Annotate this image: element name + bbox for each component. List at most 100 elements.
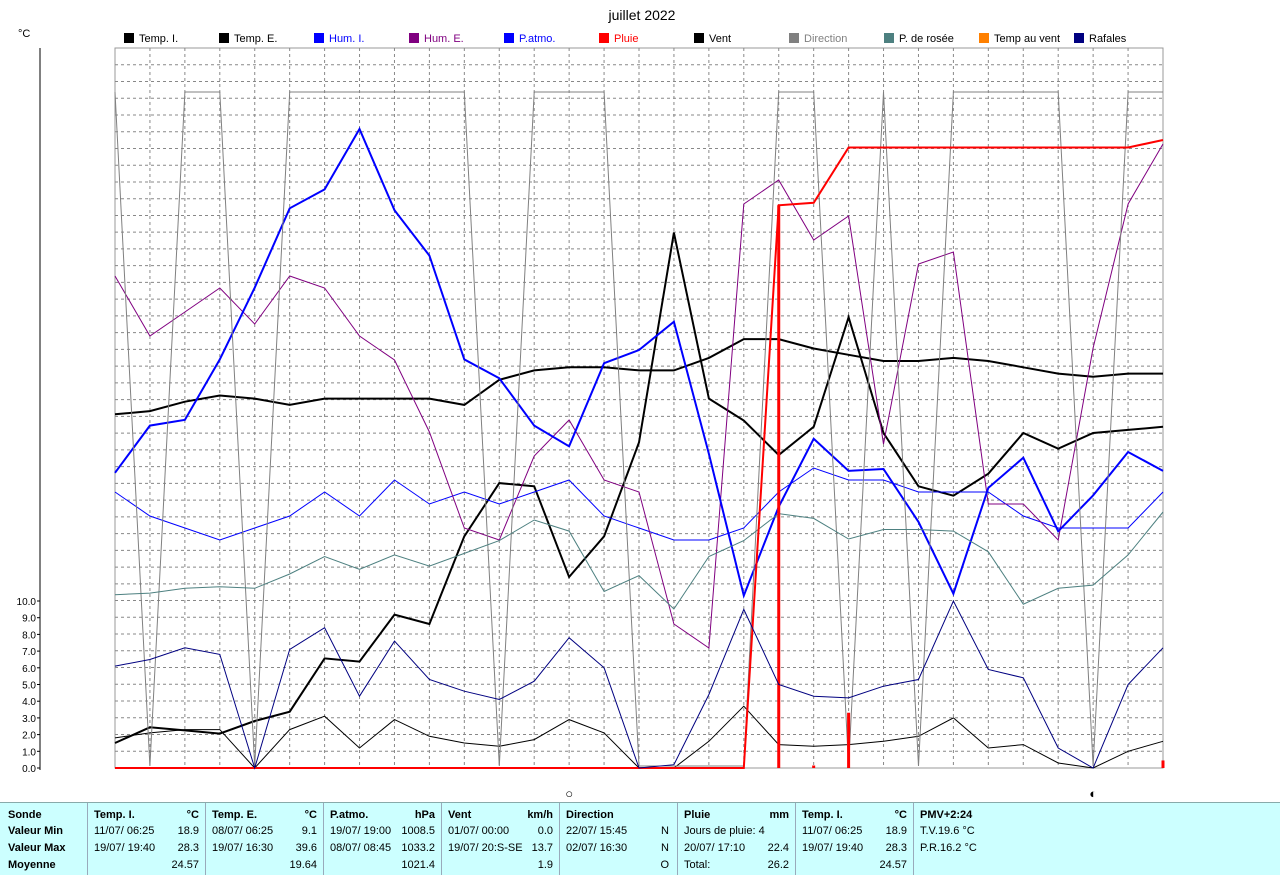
legend-label: Pluie: [614, 33, 638, 45]
stats-vent-max-date: 19/07/ 20:S-SE: [448, 842, 523, 854]
stats-temp-i2-max-val: 28.3: [885, 842, 907, 854]
series-layer: [114, 91, 1165, 770]
stats-direction-min-date: 22/07/ 15:45: [566, 825, 628, 837]
stats-direction-title: Direction: [566, 809, 614, 821]
stats-temp-e-unit: °C: [304, 809, 317, 821]
legend-swatch: [504, 33, 514, 43]
series-line-hum-i-: [114, 467, 1164, 541]
y-tick-label: 4.0: [22, 697, 36, 708]
stats-pluie-title: Pluie: [684, 809, 711, 821]
legend-swatch: [694, 33, 704, 43]
stats-vent-max-val: 13.7: [531, 842, 553, 854]
stats-pluie-total-label: Total:: [684, 859, 711, 871]
legend-swatch: [124, 33, 134, 43]
stats-vent-avg: 1.9: [537, 859, 553, 871]
series-line-p-atmo-: [114, 126, 1164, 599]
stats-patmo-unit: hPa: [414, 809, 435, 821]
stats-temp-i2-max-date: 19/07/ 19:40: [802, 842, 864, 854]
grid: [114, 47, 1164, 769]
moon-phase-icon: ◐: [1089, 786, 1097, 801]
stats-temp-i-2: Temp. I. °C 11/07/ 06:25 18.9 19/07/ 19:…: [796, 803, 914, 875]
legend-label: Rafales: [1089, 33, 1127, 45]
legend-swatch: [979, 33, 989, 43]
stats-temp-e-avg: 19.64: [289, 859, 317, 871]
moon-phases: ○ ◐: [565, 786, 1097, 801]
legend-label: P. de rosée: [899, 33, 954, 45]
legend-label: Direction: [804, 33, 847, 45]
legend-swatch: [314, 33, 324, 43]
stats-pluie-rain-days: Jours de pluie: 4: [684, 825, 765, 837]
stats-patmo-title: P.atmo.: [330, 809, 369, 821]
stats-vent-min-val: 0.0: [537, 825, 553, 837]
stats-pluie-unit: mm: [769, 809, 789, 821]
stats-temp-i: Temp. I. °C 11/07/ 06:25 18.9 19/07/ 19:…: [88, 803, 206, 875]
y-tick-label: 0.0: [22, 764, 36, 775]
series-line-direction: [114, 91, 1163, 767]
stats-vent-min-date: 01/07/ 00:00: [448, 825, 510, 837]
stats-pluie-max-val: 22.4: [767, 842, 789, 854]
y-tick-label: 9.0: [22, 614, 36, 625]
series-line-temp-e-: [114, 232, 1164, 744]
stats-temp-e-max-val: 39.6: [295, 842, 317, 854]
moon-phase-icon: ○: [565, 786, 573, 801]
stats-pluie-total-val: 26.2: [767, 859, 789, 871]
y-tick-label: 5.0: [22, 681, 36, 692]
stats-pmv-tv: T.V.19.6 °C: [920, 825, 975, 837]
series-line-p-de-ros-e: [114, 511, 1164, 610]
stats-temp-i2-min-val: 18.9: [885, 825, 907, 837]
stats-direction-max-val: N: [661, 842, 669, 854]
stats-temp-e-max-date: 19/07/ 16:30: [212, 842, 274, 854]
stats-temp-e-min-val: 9.1: [301, 825, 317, 837]
stats-temp-i-min-val: 18.9: [177, 825, 199, 837]
stats-temp-e: Temp. E. °C 08/07/ 06:25 9.1 19/07/ 16:3…: [206, 803, 324, 875]
stats-temp-i2-min-date: 11/07/ 06:25: [802, 825, 863, 837]
stats-max-label: Valeur Max: [8, 842, 66, 854]
stats-temp-i-unit: °C: [186, 809, 199, 821]
stats-patmo-max-date: 08/07/ 08:45: [330, 842, 392, 854]
stats-patmo-min-date: 19/07/ 19:00: [330, 825, 392, 837]
stats-panel: Sonde Valeur Min Valeur Max Moyenne Temp…: [0, 802, 1280, 875]
legend: Temp. I. Temp. E. Hum. I. Hum. E. P.atmo. Plu…: [124, 33, 1127, 45]
legend-label: Temp. E.: [234, 33, 277, 45]
legend-label: Hum. E.: [424, 33, 464, 45]
stats-patmo-min-val: 1008.5: [401, 825, 435, 837]
legend-swatch: [409, 33, 419, 43]
legend-label: Temp. I.: [139, 33, 178, 45]
stats-patmo-max-val: 1033.2: [401, 842, 435, 854]
legend-swatch: [789, 33, 799, 43]
chart-title: juillet 2022: [608, 7, 676, 23]
series-line-hum-e-: [114, 143, 1164, 649]
legend-label: P.atmo.: [519, 33, 556, 45]
stats-pmv-title: PMV+2:24: [920, 809, 973, 821]
weather-chart: juillet 2022 °C Temp. I. Temp. E. Hum. I. H…: [17, 7, 1165, 801]
legend-swatch: [1074, 33, 1084, 43]
stats-patmo: P.atmo. hPa 19/07/ 19:00 1008.5 08/07/ 0…: [324, 803, 442, 875]
stats-direction: Direction 22/07/ 15:45 N 02/07/ 16:30 N …: [560, 803, 678, 875]
y-tick-label: 7.0: [22, 647, 36, 658]
y-axis-unit: °C: [18, 28, 30, 40]
y-tick-label: 6.0: [22, 664, 36, 675]
stats-pmv: PMV+2:24 T.V.19.6 °C P.R.16.2 °C: [914, 803, 1280, 875]
legend-swatch: [599, 33, 609, 43]
y-tick-label: 1.0: [22, 747, 36, 758]
stats-patmo-avg: 1021.4: [401, 859, 435, 871]
stats-pluie-max-date: 20/07/ 17:10: [684, 842, 746, 854]
stats-temp-i2-avg: 24.57: [879, 859, 907, 871]
stats-pmv-pr: P.R.16.2 °C: [920, 842, 977, 854]
legend-label: Temp au vent: [994, 33, 1060, 45]
stats-temp-i2-unit: °C: [894, 809, 907, 821]
legend-swatch: [219, 33, 229, 43]
y-tick-label: 8.0: [22, 630, 36, 641]
stats-min-label: Valeur Min: [8, 825, 64, 837]
stats-vent-title: Vent: [448, 809, 472, 821]
stats-temp-i-avg: 24.57: [171, 859, 199, 871]
stats-row-labels: Sonde Valeur Min Valeur Max Moyenne: [0, 803, 88, 875]
stats-vent-unit: km/h: [527, 809, 553, 821]
stats-temp-i-title: Temp. I.: [94, 809, 135, 821]
stats-direction-avg: O: [660, 859, 669, 871]
stats-direction-min-val: N: [661, 825, 669, 837]
y-tick-label: 3.0: [22, 714, 36, 725]
stats-temp-e-title: Temp. E.: [212, 809, 258, 821]
legend-swatch: [884, 33, 894, 43]
stats-avg-label: Moyenne: [8, 859, 56, 871]
